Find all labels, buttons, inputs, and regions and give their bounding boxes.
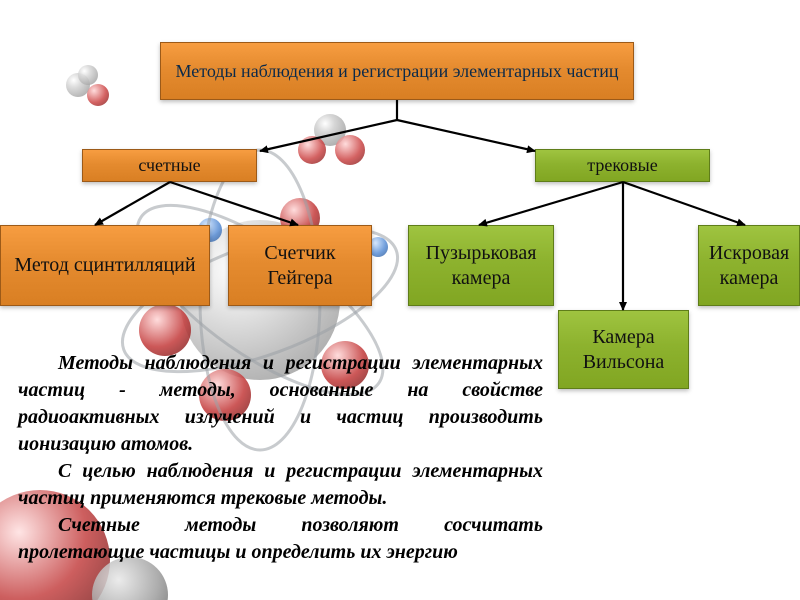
paragraph-1: Методы наблюдения и регистрации элемента… (18, 350, 543, 458)
node-spark-label: Искровая камера (709, 241, 789, 291)
paragraph-3-text: Счетные методы позволяют сосчитать проле… (18, 514, 543, 563)
node-wilson-chamber: Камера Вильсона (558, 310, 689, 389)
node-bubble-chamber: Пузырьковая камера (408, 225, 554, 306)
node-track-methods: трековые (535, 149, 710, 182)
node-geiger-counter: Счетчик Гейгера (228, 225, 372, 306)
node-root: Методы наблюдения и регистрации элемента… (160, 42, 634, 100)
node-wilson-label: Камера Вильсона (569, 325, 678, 375)
diagram-canvas: Методы наблюдения и регистрации элемента… (0, 0, 800, 600)
paragraph-1-text: Методы наблюдения и регистрации элемента… (18, 352, 543, 455)
definition-paragraphs: Методы наблюдения и регистрации элемента… (18, 350, 543, 566)
node-counting-methods: счетные (82, 149, 257, 182)
node-spark-chamber: Искровая камера (698, 225, 800, 306)
node-track-label: трековые (587, 154, 658, 177)
node-root-label: Методы наблюдения и регистрации элемента… (175, 60, 618, 83)
node-counting-label: счетные (138, 154, 200, 177)
node-scint-label: Метод сцинтилляций (14, 253, 195, 278)
node-scintillation: Метод сцинтилляций (0, 225, 210, 306)
paragraph-3: Счетные методы позволяют сосчитать проле… (18, 512, 543, 566)
node-geiger-label: Счетчик Гейгера (239, 241, 361, 291)
paragraph-2-text: С целью наблюдения и регистрации элемент… (18, 460, 543, 509)
node-bubble-label: Пузырьковая камера (419, 241, 543, 291)
paragraph-2: С целью наблюдения и регистрации элемент… (18, 458, 543, 512)
